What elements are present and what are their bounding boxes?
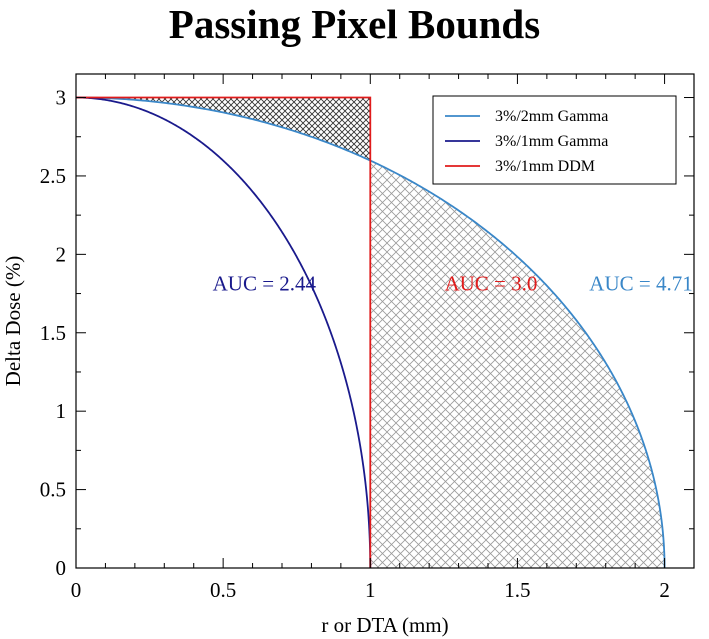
legend-box [432,95,677,185]
series-line-3pct-1mm-ddm [76,96,372,568]
y-tick-label: 2 [56,242,67,266]
legend: 3%/2mm Gamma 3%/1mm Gamma 3%/1mm DDM [432,95,677,185]
tick-layer: 0 0.5 1 1.5 2 0 0.5 1 1.5 2 2.5 3 [40,74,694,602]
x-tick-label: 1.5 [504,578,530,602]
legend-entry-2: 3%/1mm Gamma [495,133,608,150]
y-axis-title: Delta Dose (%) [1,256,25,387]
x-tick-label: 0.5 [210,578,236,602]
auc-annotation-2: AUC = 3.0 [444,271,537,295]
legend-entry-3: 3%/1mm DDM [495,158,595,175]
auc-annotation-1: AUC = 2.44 [213,271,317,295]
series-layer [75,96,666,569]
x-tick-label: 2 [659,578,670,602]
series-line-3pct-2mm-gamma [75,96,666,568]
y-tick-label: 3 [56,86,67,110]
hatch-region-2mm-beyond-1mm [370,160,665,568]
x-tick-label: 0 [71,578,82,602]
y-tick-label: 2.5 [40,164,66,188]
hatch-layer [76,97,665,568]
y-tick-label: 0 [56,556,67,580]
hatch-region-ddm-above-gamma [76,97,371,161]
auc-annotation-3: AUC = 4.71 [589,271,692,295]
legend-entry-1: 3%/2mm Gamma [495,108,608,125]
y-tick-label: 1.5 [40,321,66,345]
series-line-3pct-1mm-gamma [75,96,372,569]
y-tick-label: 0.5 [40,478,66,502]
y-tick-label: 1 [56,399,67,423]
chart-title: Passing Pixel Bounds [168,1,541,47]
x-tick-label: 1 [365,578,376,602]
plot-frame [75,73,695,569]
annotation-layer: AUC = 2.44 AUC = 3.0 AUC = 4.71 [213,271,693,295]
x-axis-title: r or DTA (mm) [321,613,448,637]
